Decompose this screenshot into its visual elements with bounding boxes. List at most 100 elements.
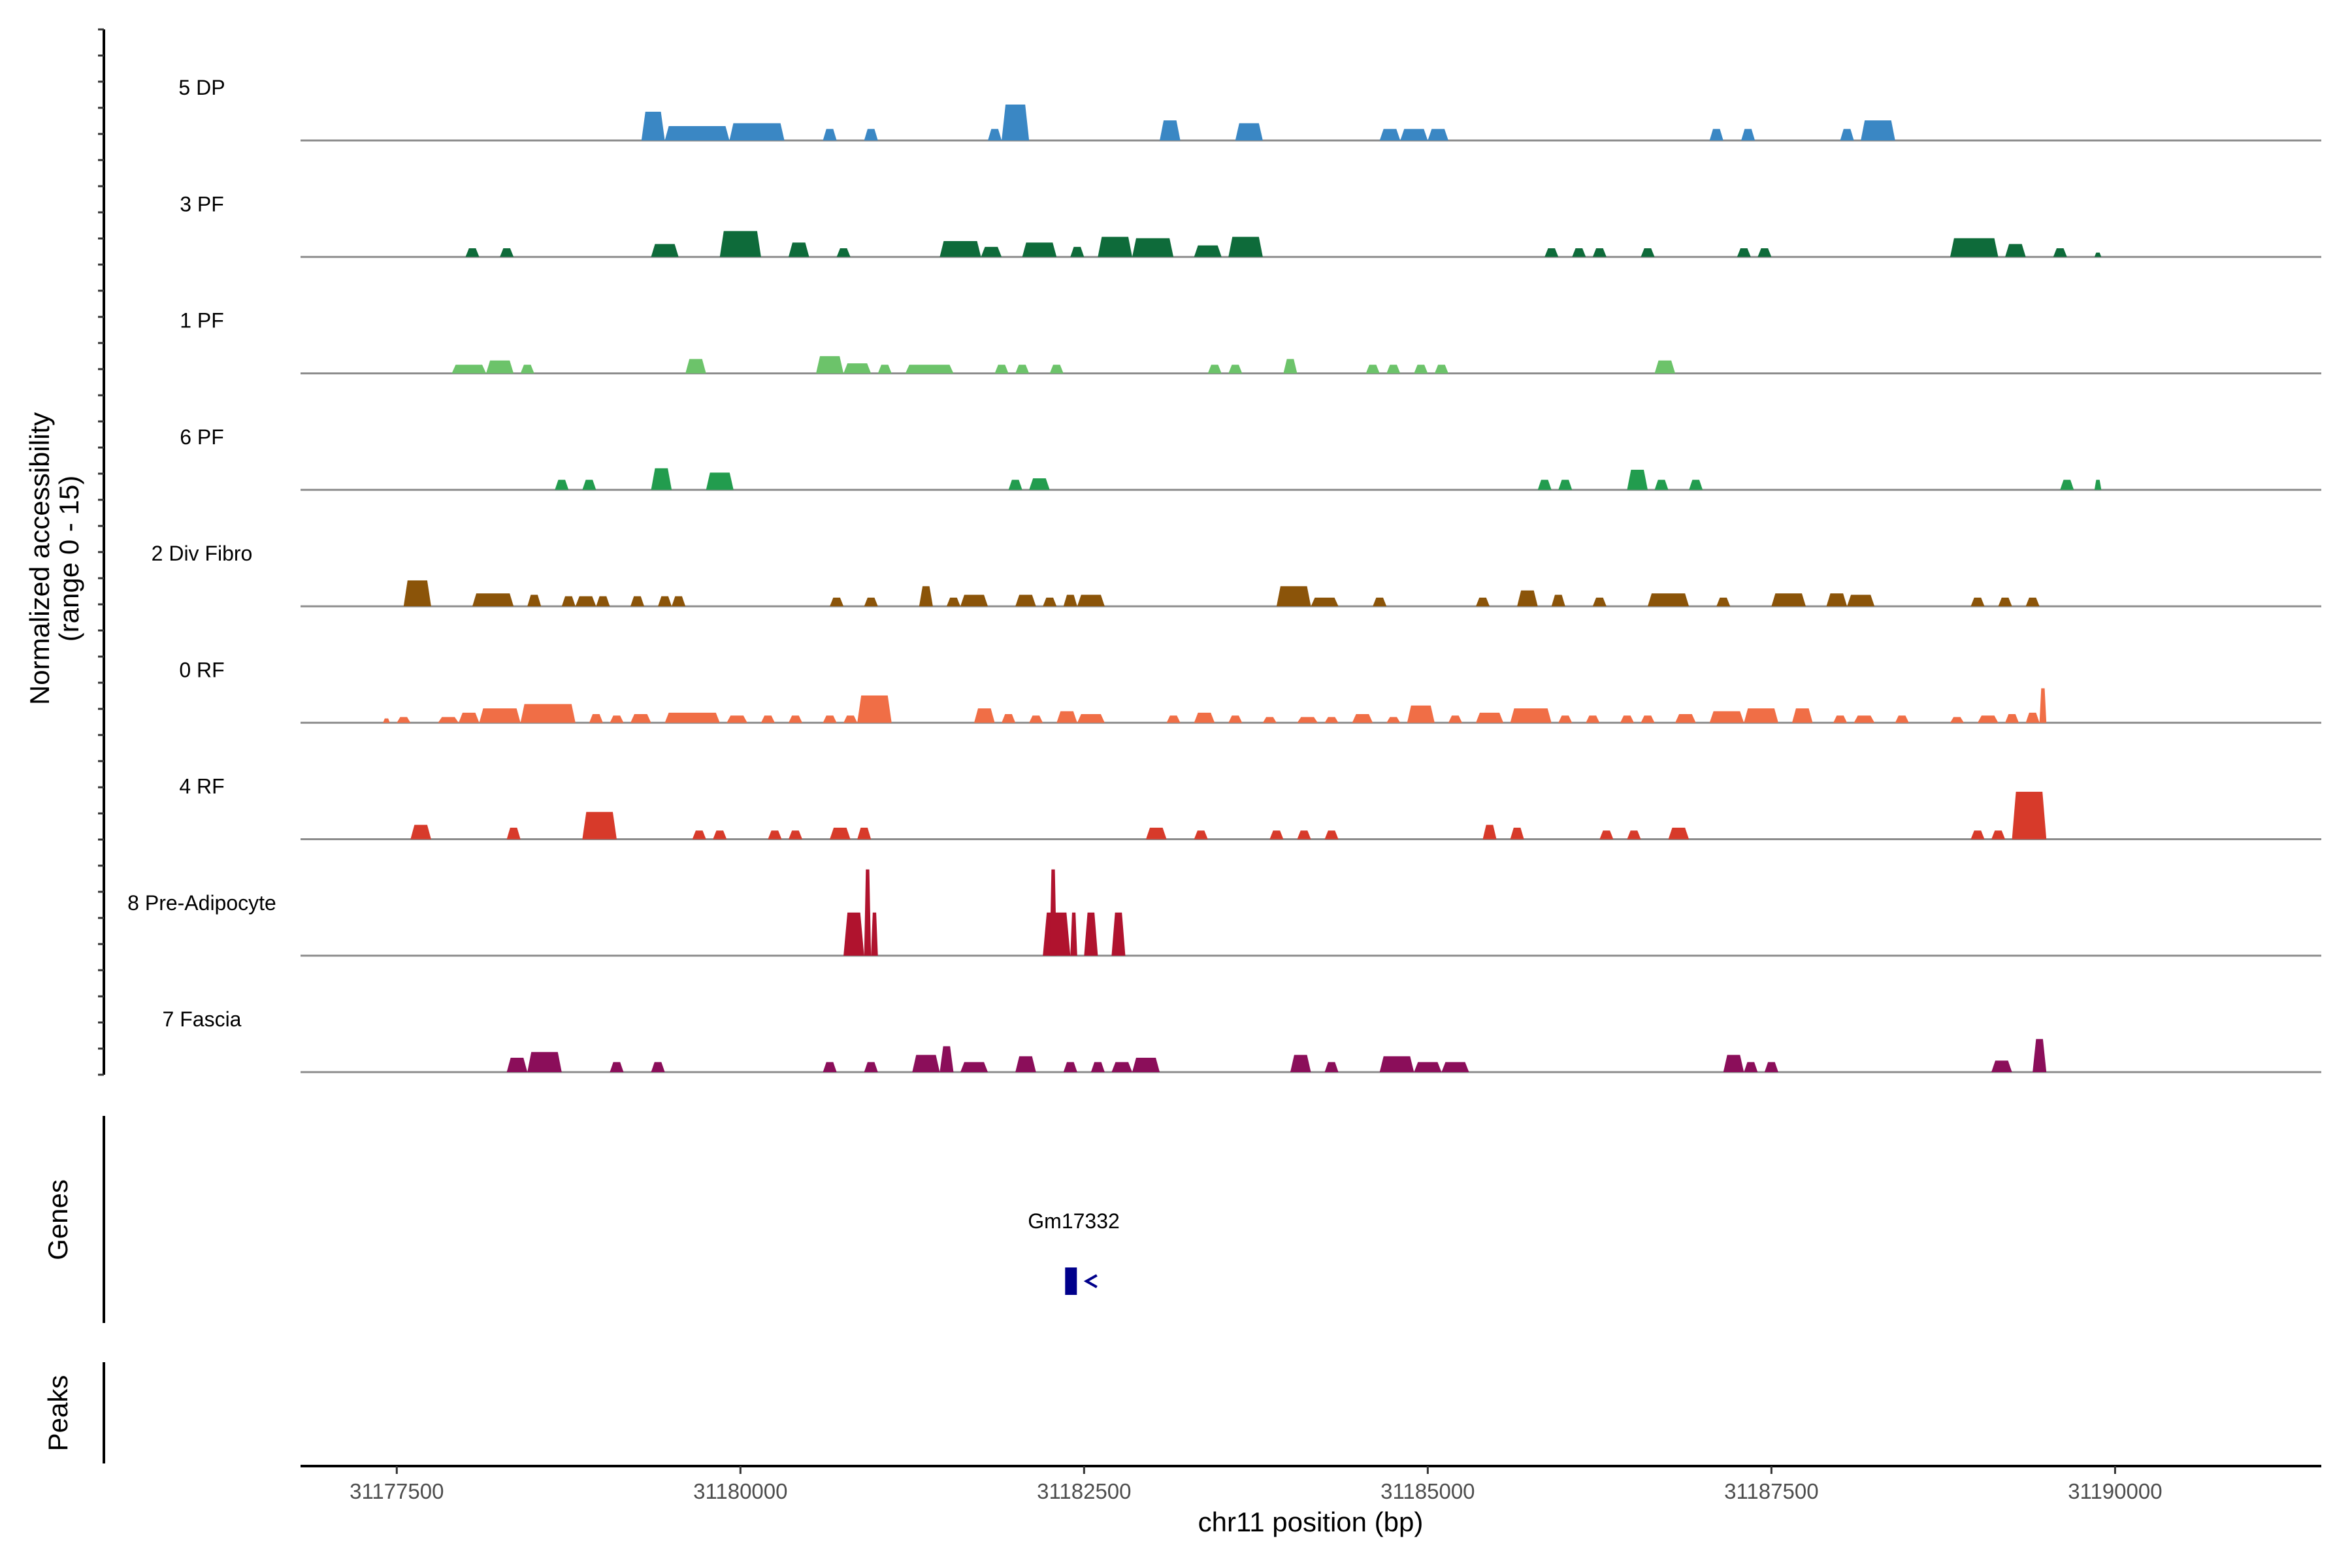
- coverage-peak: [960, 595, 988, 606]
- track-label: 1 PF: [180, 309, 224, 333]
- coverage-peak: [788, 715, 802, 723]
- coverage-peak: [1002, 105, 1030, 140]
- coverage-peak: [1475, 712, 1504, 723]
- coverage-peak: [713, 830, 727, 840]
- coverage-peak: [981, 246, 1002, 257]
- coverage-peak: [823, 129, 837, 140]
- coverage-peak: [1132, 1058, 1160, 1072]
- coverage-peak: [383, 718, 390, 723]
- coverage-peak: [520, 365, 534, 374]
- track-0-rf: 0 RF: [179, 658, 2321, 724]
- coverage-peak: [1620, 715, 1634, 723]
- track-5-dp: 5 DP: [178, 76, 2321, 142]
- coverage-peak: [506, 827, 521, 840]
- coverage-peak: [596, 596, 610, 606]
- coverage-peak: [664, 126, 730, 140]
- gene-strand-arrow: [1083, 1274, 1098, 1288]
- coverage-peak: [727, 715, 747, 723]
- coverage-peak: [1297, 830, 1311, 840]
- coverage-peak: [1592, 248, 1607, 257]
- coverage-peak: [1654, 480, 1669, 490]
- coverage-peak: [2094, 480, 2102, 490]
- coverage-peak: [1741, 129, 1756, 140]
- coverage-peak: [1517, 590, 1538, 606]
- coverage-peak: [1592, 597, 1607, 606]
- track-label: 2 Div Fibro: [152, 542, 253, 565]
- coverage-peak: [1207, 365, 1222, 374]
- coverage-peak: [1544, 248, 1559, 257]
- coverage-peak: [2005, 244, 2026, 257]
- coverage-peak: [1297, 717, 1318, 723]
- coverage-peak: [1558, 480, 1573, 490]
- coverage-peak: [1290, 1054, 1311, 1072]
- coverage-peak: [1228, 715, 1243, 723]
- coverage-peak: [630, 596, 645, 606]
- coverage-peak: [1833, 715, 1848, 723]
- coverage-peak: [458, 712, 480, 723]
- coverage-peak: [1324, 1062, 1339, 1072]
- coverage-peak: [2005, 714, 2019, 723]
- gene-exon: [1065, 1267, 1077, 1295]
- coverage-peak: [1991, 1060, 2012, 1072]
- coverage-peak: [1276, 586, 1311, 606]
- y-axis: [98, 28, 105, 1076]
- coverage-peak: [1090, 1062, 1105, 1072]
- coverage-peak: [788, 830, 802, 840]
- coverage-peak: [1675, 714, 1696, 723]
- coverage-peak: [912, 1054, 940, 1072]
- coverage-peak: [1262, 717, 1277, 723]
- coverage-peak: [1709, 711, 1744, 723]
- coverage-peak: [664, 712, 720, 723]
- coverage-peak: [1991, 830, 2006, 840]
- coverage-peak: [843, 715, 858, 723]
- coverage-peak: [939, 241, 981, 257]
- coverage-tracks: 5 DP 3 PF 1 PF 6 PF 2 Div Fibro 0 RF 4 RF 8 Pre…: [127, 76, 2321, 1073]
- coverage-peak: [1970, 597, 1985, 606]
- coverage-peak: [1365, 365, 1380, 374]
- coverage-peak: [1723, 1054, 1744, 1072]
- coverage-peak: [2012, 791, 2047, 840]
- coverage-peak: [1373, 597, 1387, 606]
- coverage-peak: [729, 123, 785, 140]
- coverage-peak: [1854, 715, 1875, 723]
- coverage-peak: [582, 811, 617, 840]
- track-label: 4 RF: [179, 775, 224, 798]
- track-label: 7 Fascia: [163, 1007, 242, 1031]
- gene-panel: Genes Gm17332: [42, 1116, 1120, 1323]
- coverage-peak: [2053, 248, 2067, 257]
- coverage-peak: [1826, 593, 1848, 606]
- coverage-peak: [1414, 1062, 1442, 1072]
- coverage-peak: [641, 112, 665, 140]
- coverage-peak: [857, 695, 892, 723]
- track-6-pf: 6 PF: [180, 425, 2321, 491]
- coverage-peak: [1861, 120, 1895, 140]
- coverage-peak: [1386, 365, 1401, 374]
- coverage-peak: [2060, 480, 2074, 490]
- coverage-peak: [1654, 360, 1676, 374]
- coverage-peak: [1146, 827, 1167, 840]
- coverage-peak: [864, 1062, 878, 1072]
- coverage-peak: [1043, 912, 1071, 956]
- coverage-peak: [974, 708, 995, 723]
- track-8-pre-adipocyte: 8 Pre-Adipocyte: [127, 869, 2321, 957]
- track-3-pf: 3 PF: [180, 192, 2321, 258]
- coverage-peak: [1311, 597, 1339, 606]
- coverage-peak: [1441, 1062, 1469, 1072]
- coverage-peak: [871, 912, 878, 956]
- coverage-peak: [2033, 1039, 2047, 1072]
- coverage-peak: [1400, 129, 1428, 140]
- coverage-peak: [988, 129, 1002, 140]
- coverage-peak: [651, 1062, 665, 1072]
- coverage-peak: [1070, 246, 1085, 257]
- coverage-peak: [1791, 708, 1813, 723]
- coverage-peak: [1475, 597, 1490, 606]
- coverage-peak: [1166, 715, 1181, 723]
- coverage-peak: [1194, 712, 1215, 723]
- coverage-peak: [1022, 242, 1057, 257]
- coverage-peak: [2039, 688, 2047, 723]
- coverage-peak: [397, 717, 411, 723]
- coverage-peak: [555, 480, 569, 490]
- coverage-peak: [2025, 712, 2040, 723]
- coverage-peak: [836, 248, 851, 257]
